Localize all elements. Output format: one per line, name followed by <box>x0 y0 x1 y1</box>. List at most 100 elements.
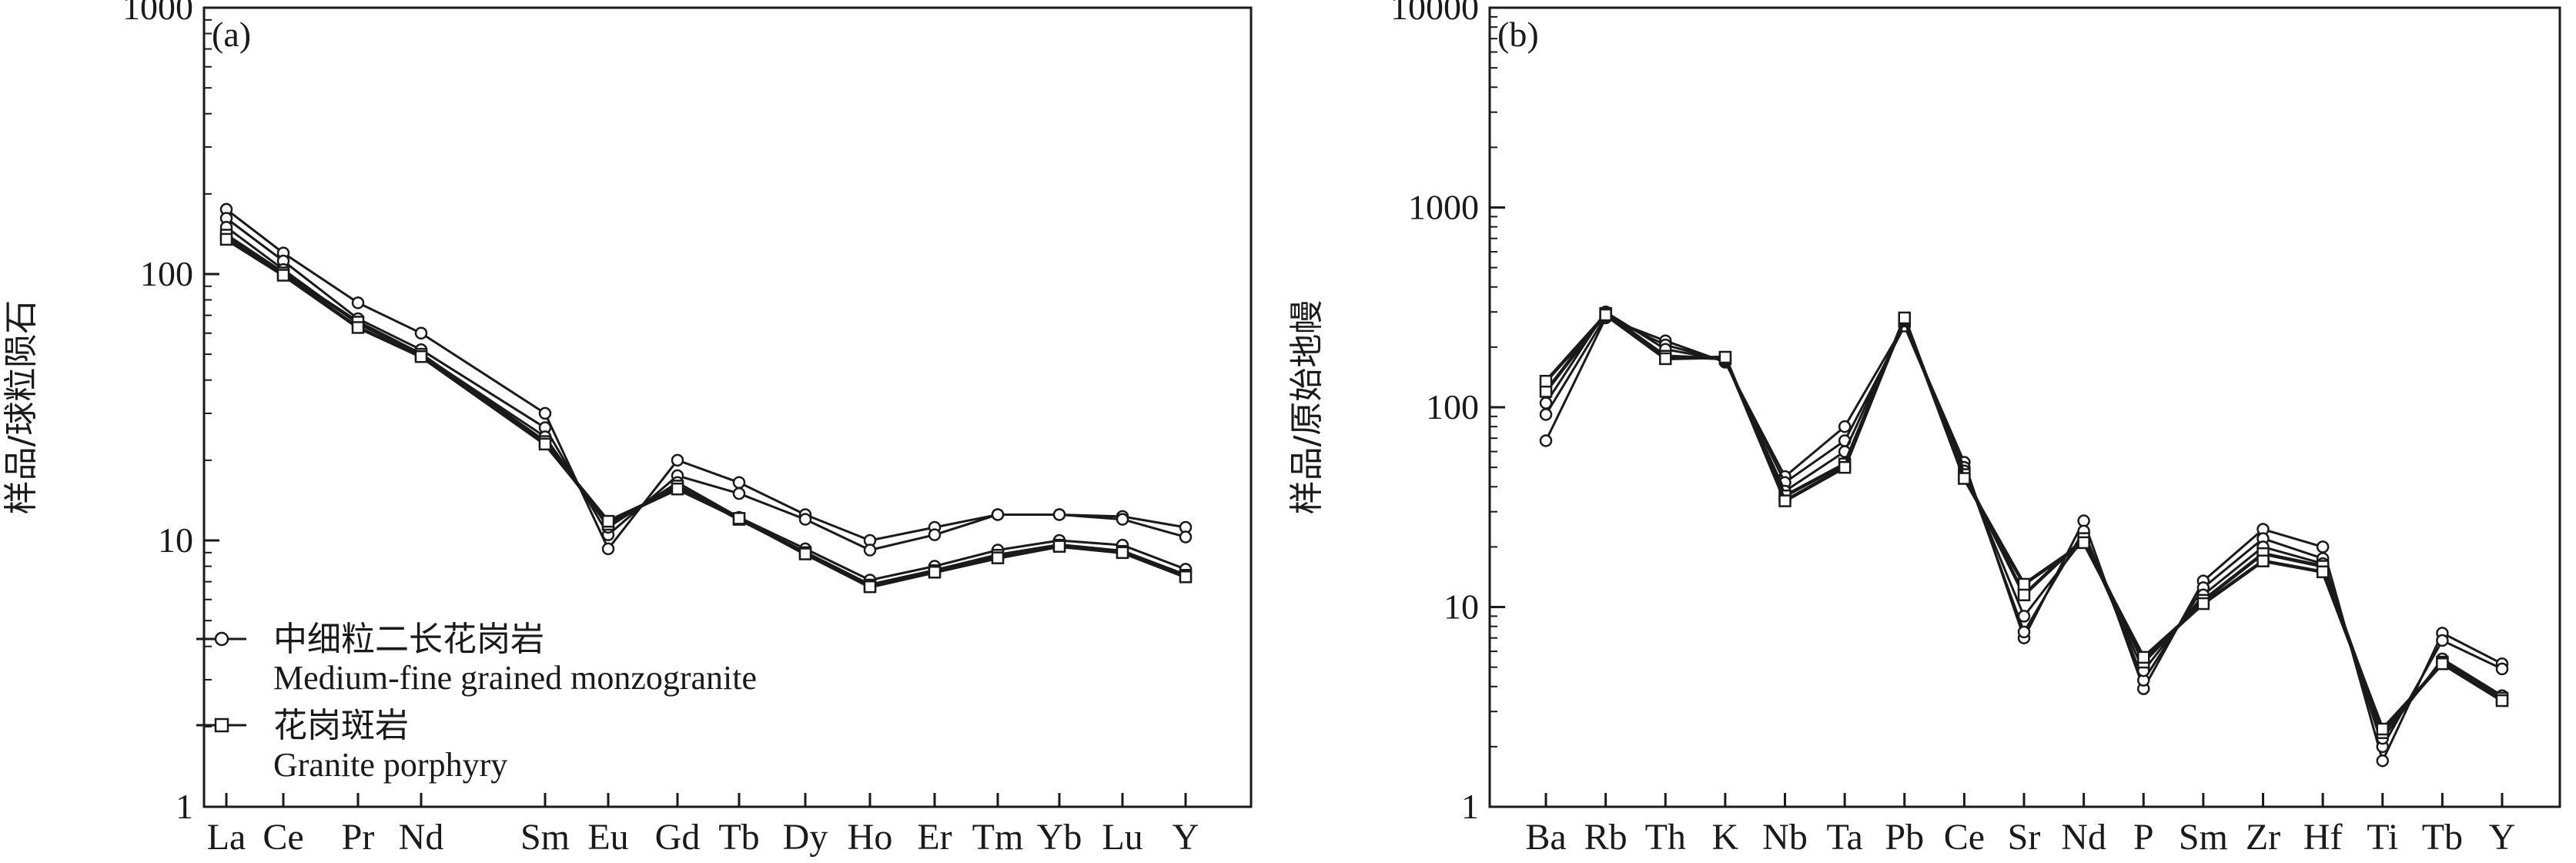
x-tick-label: Tb <box>2422 817 2463 858</box>
x-tick-label: Rb <box>1584 817 1628 858</box>
panel-label: (a) <box>212 15 251 54</box>
y-axis-label: 样品/原始地幔 <box>1287 300 1326 515</box>
data-point-circle <box>732 487 746 500</box>
data-point-square <box>1659 352 1672 366</box>
x-tick-label: Pr <box>342 817 375 858</box>
data-point-square <box>538 437 552 451</box>
y-tick-label: 10000 <box>1390 0 1479 27</box>
series-monzogranite-1 <box>1539 309 2509 754</box>
x-tick-label: Ho <box>848 817 893 858</box>
x-tick-label: Yb <box>1037 817 1082 858</box>
series-line <box>225 233 1186 587</box>
data-point-circle <box>2376 754 2389 768</box>
data-point-square <box>991 551 1005 564</box>
x-tick-label: Sm <box>520 817 570 858</box>
data-point-square <box>1778 494 1791 507</box>
data-point-square <box>414 350 428 363</box>
data-point-circle <box>1052 508 1066 521</box>
x-tick-label: Lu <box>1102 817 1142 858</box>
data-point-square <box>1052 540 1066 553</box>
data-point-square <box>601 514 615 528</box>
legend-label-cn: 花岗斑岩 <box>273 706 409 745</box>
data-point-circle <box>863 544 877 557</box>
data-point-square <box>928 565 942 579</box>
data-point-circle <box>414 326 428 340</box>
x-tick-label: La <box>207 817 246 858</box>
data-point-circle <box>928 528 942 541</box>
data-point-square <box>1599 308 1612 322</box>
data-point-square <box>1838 460 1852 474</box>
x-tick-label: Gd <box>655 817 701 858</box>
legend-marker-square <box>214 717 229 733</box>
x-tick-label: Er <box>917 817 952 858</box>
series-line <box>1544 312 2504 733</box>
legend-marker-circle <box>214 631 229 647</box>
data-point-square <box>2137 651 2150 664</box>
series-monzogranite-0 <box>1539 311 2509 768</box>
series-line <box>1544 316 2503 764</box>
data-point-circle <box>1116 513 1129 526</box>
data-point-square <box>671 482 684 496</box>
plot-frame <box>1488 6 2561 808</box>
panel-b: 1 10 100 1000 10000 样品/原始地幔 (b) Ba Rb Th K Nb Ta Pb Ce… <box>1287 0 2561 858</box>
y-tick-label: 1 <box>1461 787 1479 826</box>
data-point-square <box>732 512 746 525</box>
x-tick-label: Nd <box>2061 817 2106 858</box>
data-point-square <box>351 321 365 334</box>
data-point-circle <box>732 476 746 490</box>
data-point-square <box>1718 350 1732 364</box>
x-tick-label: Hf <box>2303 817 2343 858</box>
series-line <box>1544 315 2503 750</box>
plot-frame <box>202 6 1253 808</box>
data-point-square <box>863 580 877 594</box>
data-point-circle <box>1539 396 1553 410</box>
data-point-circle <box>1179 530 1193 544</box>
x-tick-label: Eu <box>587 817 628 858</box>
legend-label-en: Medium-fine grained monzogranite <box>273 659 757 697</box>
x-tick-label: Tm <box>972 817 1024 858</box>
data-point-circle <box>2017 610 2031 623</box>
x-tick-label: Sm <box>2179 817 2228 858</box>
x-tick-label: Sr <box>2008 817 2041 858</box>
x-tick-label: Dy <box>783 817 828 858</box>
x-tick-label: Ba <box>1525 817 1566 858</box>
data-point-square <box>2257 554 2270 567</box>
data-point-circle <box>601 542 615 556</box>
data-point-circle <box>351 296 365 309</box>
data-point-square <box>1539 385 1553 398</box>
data-point-square <box>2376 722 2389 736</box>
data-point-circle <box>1838 420 1852 433</box>
data-point-square <box>1539 374 1553 388</box>
legend-label-en: Granite porphyry <box>273 746 507 784</box>
x-tick-label: K <box>1712 817 1739 858</box>
series-line <box>225 237 1186 589</box>
y-tick-label: 10 <box>1444 587 1479 627</box>
data-point-circle <box>2077 514 2090 527</box>
data-point-circle <box>538 406 552 420</box>
data-point-circle <box>2316 540 2330 554</box>
data-point-circle <box>2436 634 2449 647</box>
x-tick-label: Ta <box>1826 817 1862 858</box>
x-tick-label: Y <box>2489 817 2516 858</box>
series-porphyry-4 <box>1539 308 2509 736</box>
x-tick-label: Nd <box>399 817 444 858</box>
data-point-square <box>2196 597 2210 610</box>
x-tick-label: Nb <box>1762 817 1808 858</box>
x-tick-label: Th <box>1645 817 1686 858</box>
data-point-circle <box>2495 662 2509 676</box>
data-point-circle <box>2017 625 2031 639</box>
x-tick-label: Tb <box>718 817 759 858</box>
y-tick-label: 10 <box>158 520 193 560</box>
data-point-square <box>1179 570 1193 584</box>
data-point-square <box>1116 546 1129 560</box>
x-tick-label: Pb <box>1885 817 1924 858</box>
data-point-square <box>2017 577 2031 591</box>
data-point-square <box>2495 694 2509 707</box>
x-tick-label: Ce <box>263 817 303 858</box>
y-tick-label: 100 <box>1426 387 1479 426</box>
x-tick-label: Ce <box>1944 817 1985 858</box>
data-point-square <box>1898 311 1911 325</box>
y-tick-label: 1 <box>176 787 193 826</box>
